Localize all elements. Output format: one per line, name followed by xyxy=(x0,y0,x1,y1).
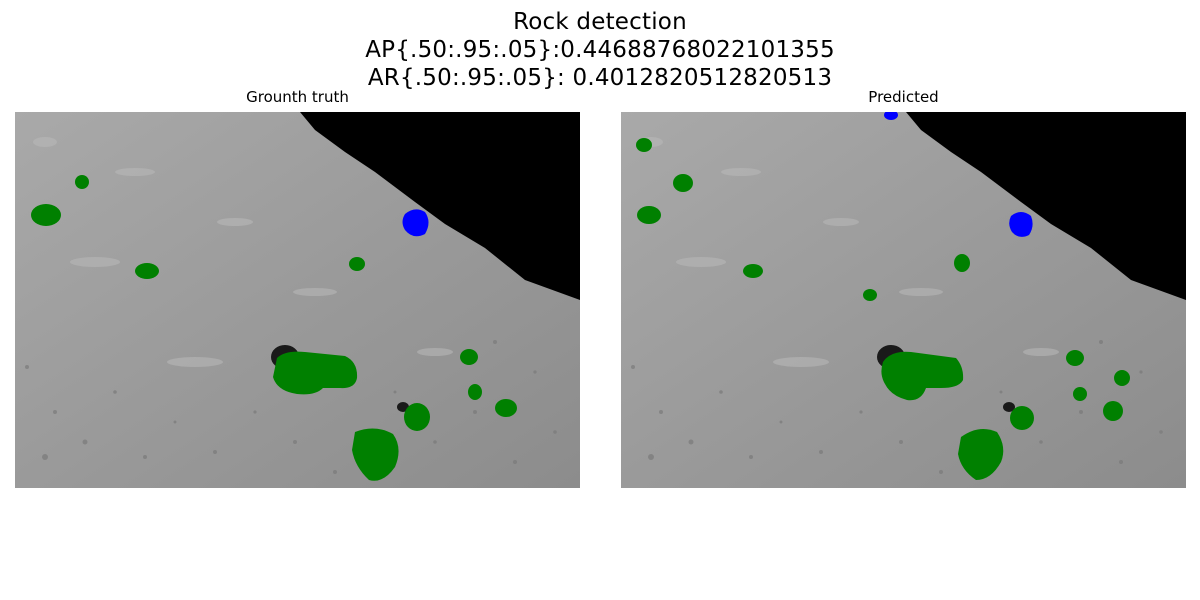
predicted-title: Predicted xyxy=(868,88,939,106)
ar-line: AR{.50:.95:.05}: 0.4012820512820513 xyxy=(367,65,833,91)
predicted-image xyxy=(621,112,1186,488)
title-line: Rock detection xyxy=(513,9,687,35)
ground-truth-title: Grounth truth xyxy=(246,88,349,106)
ground-truth-rock-masks xyxy=(31,175,517,481)
ap-line: AP{.50:.95:.05}:0.44688768022101355 xyxy=(365,37,835,63)
predicted-rock-masks xyxy=(636,138,1130,480)
figure-title: Rock detection AP{.50:.95:.05}:0.4468876… xyxy=(0,8,1200,92)
ground-truth-image xyxy=(15,112,580,488)
